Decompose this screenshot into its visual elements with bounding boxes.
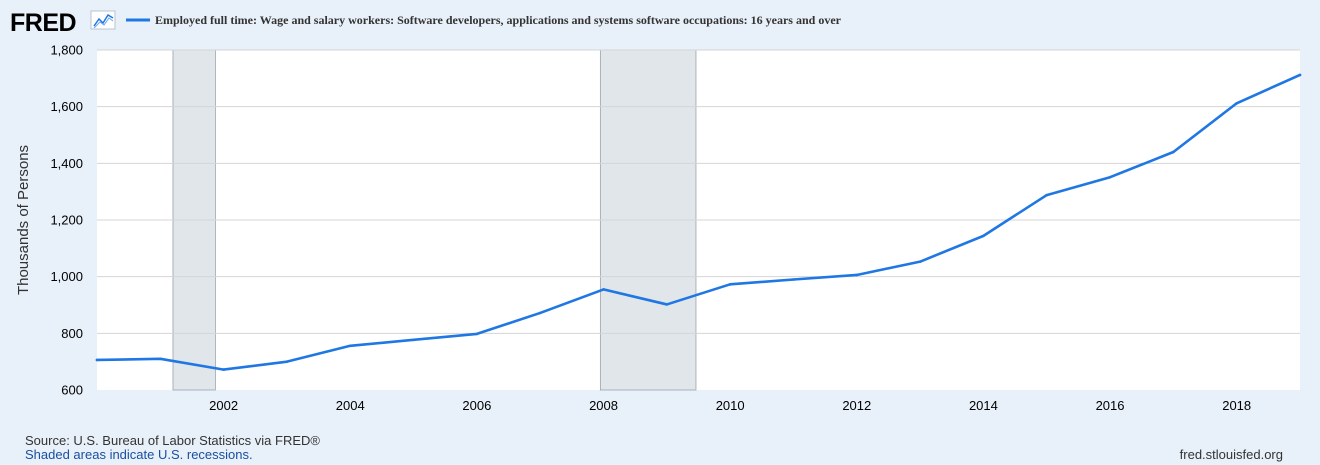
trend-line-icon	[90, 10, 116, 30]
data-point[interactable]	[1298, 73, 1302, 77]
fred-header: FRED Employed full time: Wage and salary…	[10, 9, 842, 37]
y-tick-label: 1,800	[50, 42, 83, 57]
data-point[interactable]	[285, 360, 289, 363]
y-tick-label: 1,600	[50, 99, 83, 114]
data-point[interactable]	[159, 357, 162, 361]
data-point[interactable]	[222, 368, 225, 371]
x-tick-label: 2010	[716, 398, 745, 413]
data-point[interactable]	[412, 338, 415, 342]
x-tick-label: 2006	[462, 398, 491, 413]
data-point[interactable]	[728, 283, 732, 286]
data-point[interactable]	[475, 332, 479, 336]
data-point[interactable]	[538, 311, 542, 315]
x-tick-label: 2002	[209, 398, 238, 413]
y-tick-label: 600	[61, 382, 83, 397]
data-point[interactable]	[348, 344, 352, 348]
y-tick-label: 1,000	[50, 269, 83, 284]
y-tick-label: 800	[61, 326, 83, 341]
legend-label[interactable]: Employed full time: Wage and salary work…	[155, 13, 842, 27]
series-layer	[95, 73, 1302, 371]
x-tick-label: 2014	[969, 398, 998, 413]
gridlines	[97, 49, 1300, 334]
y-axis-title: Thousands of Persons	[15, 145, 32, 295]
x-tick-label: 2012	[842, 398, 871, 413]
y-axis: 600 800 1,000 1,200 1,400 1,600 1,800	[50, 42, 83, 397]
series-line[interactable]	[95, 73, 1302, 371]
x-tick-label: 2004	[336, 398, 365, 413]
data-point[interactable]	[918, 260, 922, 263]
x-tick-label: 2008	[589, 398, 618, 413]
data-point[interactable]	[665, 303, 669, 306]
source-note: Source: U.S. Bureau of Labor Statistics …	[25, 433, 320, 448]
data-point[interactable]	[1235, 101, 1238, 105]
fred-logo[interactable]: FRED	[10, 9, 77, 37]
data-point[interactable]	[792, 278, 795, 281]
y-tick-label: 1,200	[50, 212, 83, 227]
x-tick-label: 2018	[1222, 398, 1251, 413]
x-tick-label: 2016	[1096, 398, 1125, 413]
data-point[interactable]	[855, 273, 859, 277]
data-point[interactable]	[1108, 175, 1112, 179]
data-point[interactable]	[95, 358, 99, 362]
data-point[interactable]	[1045, 193, 1049, 197]
data-point[interactable]	[1172, 150, 1175, 154]
recession-note[interactable]: Shaded areas indicate U.S. recessions.	[25, 447, 253, 462]
data-point[interactable]	[602, 288, 605, 291]
y-tick-label: 1,400	[50, 156, 83, 171]
data-point[interactable]	[982, 234, 985, 238]
x-axis: 2002 2004 2006 2008 2010 2012 2014 2016 2018	[209, 398, 1251, 413]
site-url[interactable]: fred.stlouisfed.org	[1179, 447, 1283, 462]
